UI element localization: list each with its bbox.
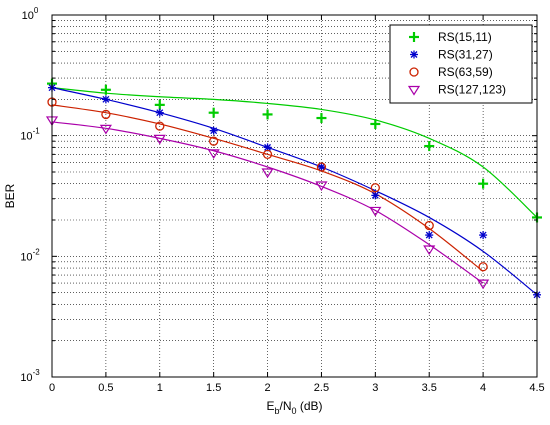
legend-marker-rs-31-27 xyxy=(410,50,418,59)
data-point-rs-15-11 xyxy=(478,178,489,189)
data-point-rs-15-11 xyxy=(208,107,219,118)
marker-stroke xyxy=(156,109,164,117)
series-line-rs-63-59 xyxy=(51,104,484,272)
marker-stroke xyxy=(262,149,273,160)
marker-stroke xyxy=(369,206,382,217)
marker-stroke xyxy=(101,109,111,120)
data-point-rs-15-11 xyxy=(370,118,381,129)
x-tick-label: 4.5 xyxy=(529,382,544,394)
marker-stroke xyxy=(478,262,488,272)
series-line-rs-15-11 xyxy=(51,87,538,218)
legend-label-rs-63-59: RS(63,59) xyxy=(438,65,493,79)
marker-stroke xyxy=(370,183,380,193)
x-tick-label: 3 xyxy=(372,382,378,394)
data-point-rs-31-27 xyxy=(155,108,164,117)
data-point-rs-63-59 xyxy=(262,149,273,160)
data-point-rs-31-27 xyxy=(209,126,218,135)
marker-stroke xyxy=(210,127,218,135)
series-line-rs-127-123 xyxy=(51,121,484,284)
data-point-rs-31-27 xyxy=(371,191,380,200)
data-point-rs-127-123 xyxy=(369,206,382,217)
x-tick-label: 2 xyxy=(264,382,270,394)
legend-marker-rs-127-123 xyxy=(407,85,421,96)
x-tick-label: 1.5 xyxy=(206,382,221,394)
data-point-rs-15-11 xyxy=(316,113,327,124)
data-point-rs-63-59 xyxy=(155,121,165,131)
marker-stroke xyxy=(409,67,419,77)
marker-stroke xyxy=(423,245,436,256)
data-point-rs-15-11 xyxy=(100,84,111,95)
data-point-rs-127-123 xyxy=(423,245,436,256)
markers-layer xyxy=(45,78,542,299)
x-tick-label: 2.5 xyxy=(314,382,329,394)
marker-stroke xyxy=(479,231,487,239)
marker-stroke xyxy=(207,149,220,160)
data-point-rs-15-11 xyxy=(262,109,273,120)
x-tick-label: 4 xyxy=(480,382,486,394)
x-tick-label: 0.5 xyxy=(98,382,113,394)
x-tick-label: 0 xyxy=(49,382,55,394)
legend-label-rs-127-123: RS(127,123) xyxy=(438,83,506,97)
fit-curves-layer xyxy=(51,87,538,296)
marker-stroke xyxy=(99,124,112,135)
data-point-rs-31-27 xyxy=(101,95,110,104)
legend-label-rs-15-11: RS(15,11) xyxy=(438,30,492,44)
marker-stroke xyxy=(261,168,274,179)
marker-stroke xyxy=(315,181,328,192)
y-tick-label: 10-1 xyxy=(20,127,40,143)
data-point-rs-127-123 xyxy=(315,181,328,192)
data-point-rs-127-123 xyxy=(153,134,166,145)
legend-marker-rs-63-59 xyxy=(409,67,419,77)
y-axis-label: BER xyxy=(3,183,17,208)
data-point-rs-63-59 xyxy=(209,136,219,146)
marker-stroke xyxy=(102,95,110,103)
data-point-rs-31-27 xyxy=(317,162,326,171)
data-point-rs-31-27 xyxy=(425,231,434,240)
data-point-rs-63-59 xyxy=(101,109,111,120)
marker-stroke xyxy=(316,162,327,172)
y-tick-label: 10-3 xyxy=(20,368,40,384)
labels-layer: Eb/N0 (dB) BER xyxy=(3,183,323,416)
marker-stroke xyxy=(424,220,434,231)
marker-stroke xyxy=(407,85,421,96)
data-point-rs-63-59 xyxy=(316,162,327,172)
data-point-rs-63-59 xyxy=(370,183,380,193)
data-point-rs-127-123 xyxy=(477,279,490,290)
data-point-rs-127-123 xyxy=(207,149,220,160)
marker-stroke xyxy=(425,231,433,239)
y-tick-label: 10-2 xyxy=(20,247,40,263)
marker-stroke xyxy=(153,134,166,145)
marker-stroke xyxy=(410,51,418,58)
legend-label-rs-31-27: RS(31,27) xyxy=(438,48,493,62)
y-tick-label: 100 xyxy=(22,6,39,22)
series-line-rs-31-27 xyxy=(51,87,538,296)
data-point-rs-63-59 xyxy=(478,262,488,272)
data-point-rs-63-59 xyxy=(424,220,434,231)
data-point-rs-127-123 xyxy=(261,168,274,179)
data-point-rs-31-27 xyxy=(479,231,488,240)
legend-marker-rs-15-11 xyxy=(409,32,419,42)
x-tick-label: 3.5 xyxy=(422,382,437,394)
plot-frame xyxy=(51,14,538,378)
x-axis-label: Eb/N0 (dB) xyxy=(266,399,322,416)
legend: RS(15,11) RS(31,27) RS(63,59) RS(127,123) xyxy=(389,24,533,104)
ticks-layer: 0 0.5 1 1.5 2 2.5 3 3.5 4 4.5 100 10-1 10-2 10-3 xyxy=(20,6,544,394)
marker-stroke xyxy=(371,191,379,199)
data-point-rs-127-123 xyxy=(99,124,112,135)
x-tick-label: 1 xyxy=(157,382,163,394)
marker-stroke xyxy=(155,121,165,131)
data-point-rs-15-11 xyxy=(154,99,165,110)
data-point-rs-15-11 xyxy=(424,141,435,152)
marker-stroke xyxy=(477,279,490,290)
marker-stroke xyxy=(209,136,219,146)
marker-stroke xyxy=(317,163,325,171)
marker-stroke xyxy=(264,143,272,151)
